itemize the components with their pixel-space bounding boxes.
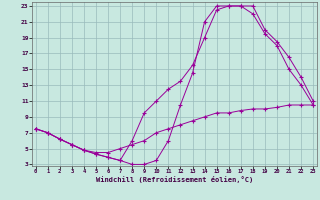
X-axis label: Windchill (Refroidissement éolien,°C): Windchill (Refroidissement éolien,°C) xyxy=(96,176,253,183)
